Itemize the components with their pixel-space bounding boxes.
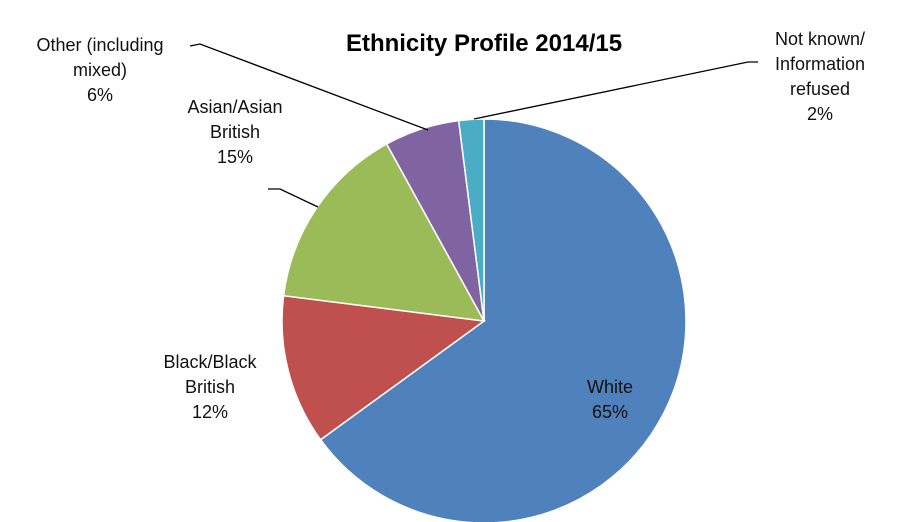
value-label: 65% — [591, 402, 629, 422]
category-label: Black/Black British — [163, 351, 257, 397]
category-label: Not known/ Information refused — [774, 29, 866, 99]
category-label: White — [586, 377, 633, 397]
pie-slice — [319, 118, 687, 522]
chart-title: Ethnicity Profile 2014/15 — [345, 30, 623, 57]
slice-label: Black/Black British 12% — [110, 350, 310, 425]
pie-slice — [281, 294, 486, 441]
leader-line — [473, 61, 758, 120]
slice-label: White 65% — [510, 375, 710, 425]
slice-label: Asian/Asian British 15% — [135, 95, 335, 170]
value-label: 2% — [806, 104, 833, 124]
pie-slice — [457, 118, 485, 322]
value-label: 12% — [191, 401, 229, 422]
value-label: 6% — [86, 84, 113, 105]
slice-label: Not known/ Information refused 2% — [720, 27, 897, 127]
category-label: Other (including mixed) — [36, 34, 164, 80]
leader-line — [268, 188, 319, 208]
category-label: Asian/Asian British — [187, 96, 283, 142]
slice-label: Other (including mixed) 6% — [0, 33, 200, 108]
value-label: 15% — [216, 146, 254, 167]
pie-slice — [282, 142, 486, 322]
leader-line — [189, 43, 429, 131]
